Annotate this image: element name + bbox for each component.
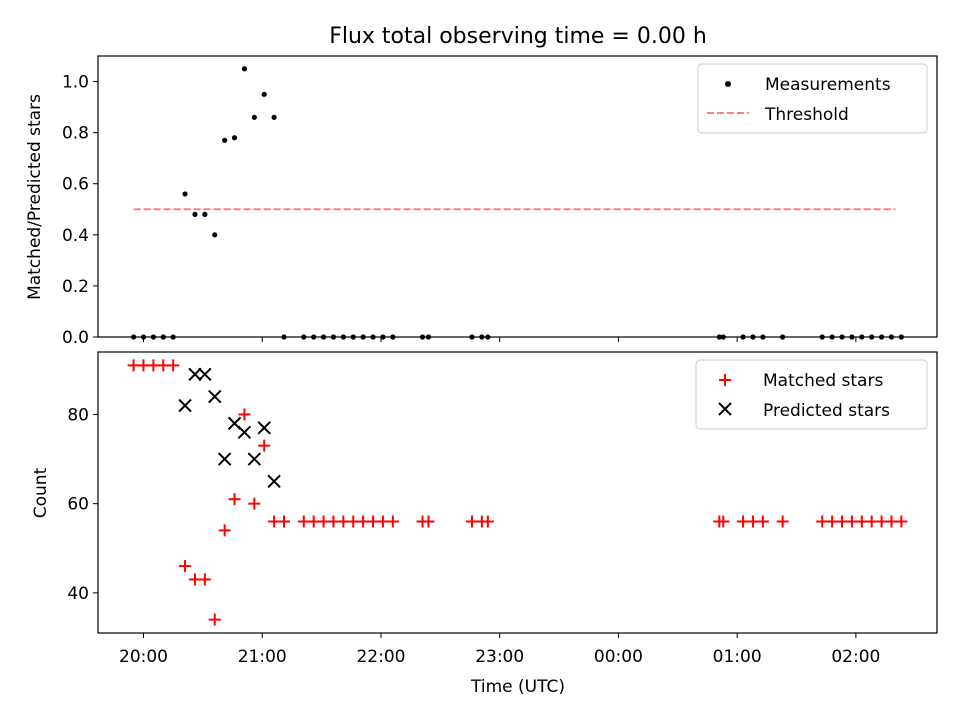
chart-title: Flux total observing time = 0.00 h xyxy=(329,24,707,49)
x-axis-label: Time (UTC) xyxy=(470,677,565,697)
measurement-point xyxy=(182,191,188,197)
top-y-axis-label: Matched/Predicted stars xyxy=(25,94,45,300)
y-tick: 0.0 xyxy=(62,328,98,348)
y-tick-label: 0.6 xyxy=(62,175,89,195)
y-tick: 0.8 xyxy=(62,124,98,144)
x-tick: 23:00 xyxy=(475,633,524,667)
measurement-point xyxy=(241,66,248,72)
measurement-point xyxy=(192,211,198,217)
x-tick: 20:00 xyxy=(119,633,168,667)
y-tick-label: 40 xyxy=(67,584,89,604)
bottom-marks xyxy=(127,359,908,626)
measurement-point xyxy=(212,232,218,238)
predicted-point xyxy=(267,474,281,489)
predicted-point xyxy=(217,452,232,466)
measurement-point xyxy=(202,211,208,217)
matched-point xyxy=(481,515,494,528)
y-tick: 80 xyxy=(67,405,98,425)
measurement-point xyxy=(251,114,257,120)
matched-point xyxy=(208,613,221,626)
legend-matched-label: Matched stars xyxy=(763,371,883,391)
bottom-y-ticks: 40 60 80 xyxy=(67,405,98,604)
legend-predicted-marker xyxy=(718,402,732,416)
x-tick-label: 00:00 xyxy=(594,647,643,667)
y-tick: 40 xyxy=(67,584,98,604)
y-tick-label: 0.4 xyxy=(62,226,89,246)
predicted-point xyxy=(178,398,192,413)
predicted-point xyxy=(188,367,202,382)
matched-point xyxy=(717,515,730,528)
bottom-panel: 40 60 80 20:00 21:00 22:00 23:00 00:00 01:00 02:… xyxy=(31,351,938,697)
x-tick-label: 22:00 xyxy=(356,647,405,667)
matched-point xyxy=(422,515,435,528)
matched-point xyxy=(228,493,241,506)
top-plot-frame xyxy=(97,55,938,338)
matched-point xyxy=(248,497,261,510)
x-tick: 21:00 xyxy=(238,633,287,667)
y-tick-label: 0.0 xyxy=(62,328,89,348)
measurement-point xyxy=(261,91,267,97)
top-panel: 0.0 0.2 0.4 0.6 0.8 1.0 Matched/Predicted sta… xyxy=(25,55,938,348)
matched-point xyxy=(167,359,180,372)
bottom-legend: Matched stars Predicted stars xyxy=(695,359,928,430)
predicted-point xyxy=(257,421,271,435)
y-tick-label: 1.0 xyxy=(62,73,89,93)
measurement-point xyxy=(271,114,277,120)
top-legend-box xyxy=(697,63,928,134)
y-tick-label: 0.2 xyxy=(62,277,89,297)
y-tick-label: 80 xyxy=(67,405,89,425)
measurement-point xyxy=(231,135,238,141)
y-tick: 0.4 xyxy=(62,226,98,246)
matched-point xyxy=(756,515,769,528)
matched-point xyxy=(179,560,192,573)
bottom-x-ticks: 20:00 21:00 22:00 23:00 00:00 01:00 02:00 xyxy=(119,633,880,667)
series-matched-stars xyxy=(127,359,908,626)
matched-point xyxy=(198,573,211,586)
predicted-point xyxy=(198,367,212,382)
x-tick-label: 23:00 xyxy=(475,647,524,667)
predicted-point xyxy=(247,452,262,466)
y-tick: 0.2 xyxy=(62,277,98,297)
measurement-point xyxy=(222,137,228,143)
matched-point xyxy=(776,515,789,528)
bottom-y-axis-label: Count xyxy=(31,467,51,518)
y-tick: 60 xyxy=(67,495,98,515)
bottom-plot-frame xyxy=(97,351,938,634)
top-y-ticks: 0.0 0.2 0.4 0.6 0.8 1.0 xyxy=(62,73,98,348)
y-tick-label: 0.8 xyxy=(62,124,89,144)
legend-threshold-label: Threshold xyxy=(764,105,849,125)
x-tick: 00:00 xyxy=(594,633,643,667)
y-tick-label: 60 xyxy=(67,495,89,515)
x-tick-label: 02:00 xyxy=(831,647,880,667)
x-tick-label: 20:00 xyxy=(119,647,168,667)
series-measurements xyxy=(131,66,904,340)
top-legend: Measurements Threshold xyxy=(697,63,928,134)
legend-measurements-label: Measurements xyxy=(765,75,891,95)
y-tick: 1.0 xyxy=(62,73,98,93)
x-tick: 22:00 xyxy=(356,633,405,667)
series-predicted-stars xyxy=(178,367,281,489)
x-tick-label: 01:00 xyxy=(713,647,762,667)
x-tick: 02:00 xyxy=(831,633,880,667)
matched-point xyxy=(895,515,908,528)
matched-point xyxy=(218,524,231,537)
matched-point xyxy=(238,408,251,421)
legend-matched-marker xyxy=(719,374,731,386)
y-tick: 0.6 xyxy=(62,175,98,195)
top-x-ticks xyxy=(143,337,857,342)
matched-point xyxy=(278,515,291,528)
bottom-legend-box xyxy=(695,359,928,430)
legend-predicted-label: Predicted stars xyxy=(763,401,890,421)
x-tick: 01:00 xyxy=(713,633,762,667)
legend-measurements-marker xyxy=(725,81,731,87)
top-marks xyxy=(131,66,904,340)
matched-point xyxy=(258,439,271,452)
predicted-point xyxy=(237,425,252,439)
matched-point xyxy=(386,515,399,528)
x-tick-label: 21:00 xyxy=(238,647,287,667)
predicted-point xyxy=(208,389,222,404)
